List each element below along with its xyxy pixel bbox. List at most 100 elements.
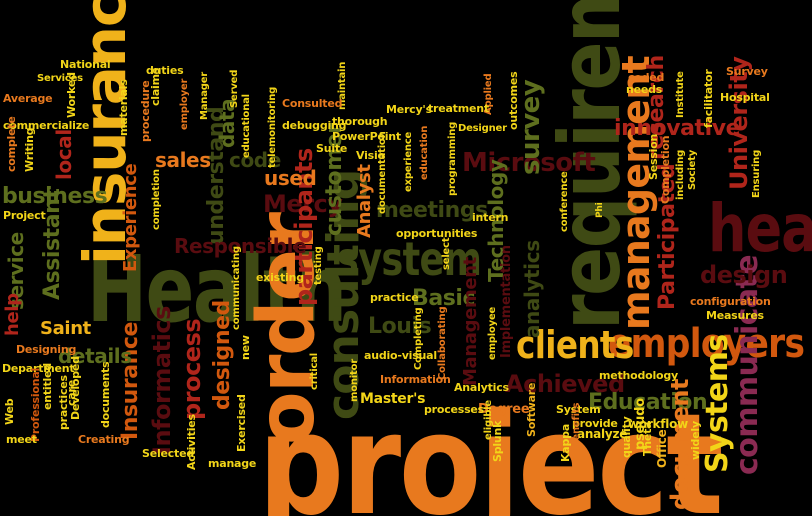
word-design: design xyxy=(700,261,788,289)
word-worked: Worked xyxy=(65,72,78,118)
word-benefits: Benefits xyxy=(571,402,582,448)
word-documentation: documentation xyxy=(377,131,388,214)
word-outcomes: outcomes xyxy=(507,71,520,130)
word-completing: Completing xyxy=(413,307,424,370)
word-web: Web xyxy=(3,398,16,425)
word-ensuring: Ensuring xyxy=(751,149,762,198)
word-saint: Saint xyxy=(40,318,91,339)
word-materials: materials xyxy=(117,79,130,136)
word-project-small: Project xyxy=(3,209,46,222)
word-innovative: innovative xyxy=(614,116,741,141)
word-critical: critical xyxy=(309,353,320,390)
word-average: Average xyxy=(3,92,53,105)
word-consulted: Consulted xyxy=(282,97,343,110)
word-session: Session xyxy=(647,133,660,180)
word-needs: needs xyxy=(626,83,663,96)
word-duties: duties xyxy=(146,64,184,77)
word-project: project xyxy=(258,384,724,516)
word-workflow: workflow xyxy=(628,417,688,431)
word-used: used xyxy=(264,166,317,190)
word-health-big: Health xyxy=(87,236,347,343)
word-analytics-small: Analytics xyxy=(454,381,509,394)
word-phi: Phi xyxy=(595,202,605,218)
word-telemonitoring: telemonitoring xyxy=(267,86,278,168)
word-systems: Systems xyxy=(700,334,735,473)
word-measures: Measures xyxy=(706,309,764,322)
word-mercys: Mercy's xyxy=(386,103,432,116)
word-testing: testing xyxy=(313,246,324,285)
word-entitled: entitled xyxy=(41,363,54,410)
word-analyst: Analyst xyxy=(354,164,375,238)
word-including: including xyxy=(675,149,686,200)
word-survey: survey xyxy=(516,79,546,175)
word-practices: practices xyxy=(57,375,70,430)
word-creating: Creating xyxy=(78,433,130,446)
word-monitor: monitor xyxy=(349,358,360,402)
word-eligible: eligible xyxy=(483,400,494,440)
word-institute: Institute xyxy=(675,71,686,118)
word-manage: manage xyxy=(208,457,257,470)
word-employers: employers xyxy=(608,321,805,367)
word-clients: clients xyxy=(516,323,634,367)
word-local: local xyxy=(52,129,76,180)
word-designing: Designing xyxy=(16,343,77,356)
word-coded: coded xyxy=(628,71,665,84)
word-process: process xyxy=(178,318,206,420)
word-employee: employee xyxy=(487,306,498,360)
word-experience-small: experience xyxy=(403,131,414,192)
word-professional: Professional xyxy=(29,367,42,442)
word-selected: Selected xyxy=(142,447,194,460)
word-degree: Degree xyxy=(478,402,530,417)
word-existing: existing xyxy=(256,271,304,284)
word-provide: provide xyxy=(572,417,618,430)
word-mercy: Mercy xyxy=(263,190,343,218)
word-system: system xyxy=(337,232,482,286)
word-office: Office xyxy=(655,429,669,468)
word-analyze: analyze xyxy=(577,427,628,441)
word-employer: employer xyxy=(179,78,190,130)
word-system-small: System xyxy=(556,403,601,416)
word-business: business xyxy=(2,184,108,209)
word-achieved: Achieved xyxy=(505,370,625,398)
word-exercised: Exercised xyxy=(235,394,248,452)
word-programming: programming xyxy=(447,121,458,196)
word-select: select xyxy=(441,237,452,270)
word-meet: meet xyxy=(6,433,37,446)
word-opportunities: opportunities xyxy=(396,227,478,240)
word-responsible: Responsible xyxy=(174,234,307,258)
word-help: help xyxy=(2,293,23,336)
word-information: Information xyxy=(380,373,451,386)
word-methodology: methodology xyxy=(599,369,678,382)
word-facilitator: facilitator xyxy=(702,69,715,128)
word-department: Department xyxy=(2,362,75,375)
word-complete: complete xyxy=(5,116,18,172)
word-experience: Experience xyxy=(120,163,141,272)
word-completion-small: completion xyxy=(151,169,162,230)
word-insurance-small: Insurance xyxy=(118,322,143,440)
word-informatics: Informatics xyxy=(148,306,176,455)
word-services: Services xyxy=(37,73,83,84)
word-communicating: communicating xyxy=(231,246,242,330)
word-suite: Suite xyxy=(316,142,348,155)
word-documents: documents xyxy=(99,361,112,428)
word-audio-visual: audio-visual xyxy=(364,349,437,362)
word-society: Society xyxy=(687,149,698,190)
word-educational: educational xyxy=(241,94,252,158)
word-powerpoint: PowerPoint xyxy=(332,130,401,143)
word-commercialize: commercialize xyxy=(3,119,90,132)
word-louis: Louis xyxy=(368,314,432,339)
word-collaborating: Collaborating xyxy=(437,306,448,380)
word-new: new xyxy=(239,335,252,360)
word-basic: Basic xyxy=(412,286,476,311)
word-configuration: configuration xyxy=(690,295,771,308)
word-practice: practice xyxy=(370,291,419,304)
word-sales: sales xyxy=(155,148,211,172)
word-manager: Manager xyxy=(199,71,210,120)
word-health-small: health xyxy=(708,190,812,267)
word-meetings: meetings xyxy=(376,198,488,223)
word-developed: Developed xyxy=(69,356,82,420)
word-designer: Designer xyxy=(458,123,507,134)
word-management-small: Management xyxy=(460,257,481,386)
word-served: Served xyxy=(229,69,240,108)
